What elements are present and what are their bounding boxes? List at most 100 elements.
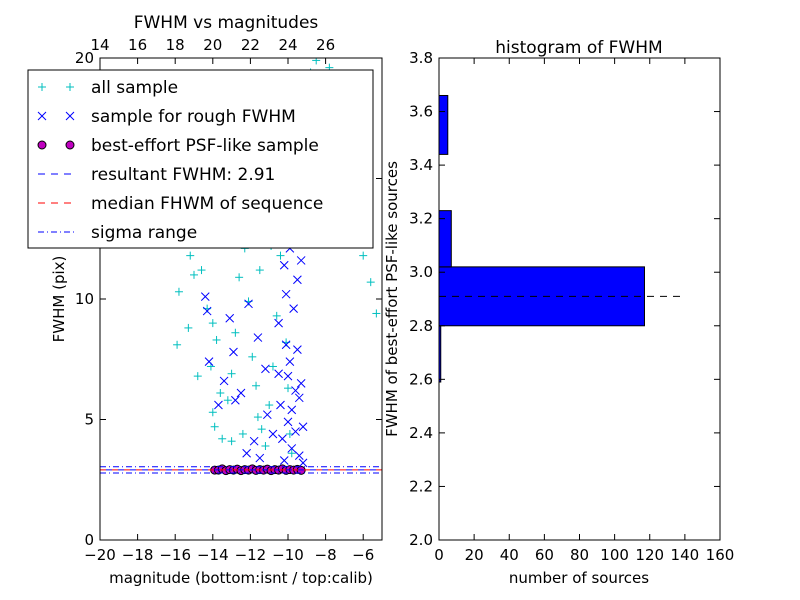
histogram-y-tick-label-2: 2.4 (409, 424, 433, 442)
legend-key-2-b-dot (65, 140, 75, 150)
series-1-point-12-d2 (262, 410, 272, 420)
series-1-point-23-d2 (281, 340, 291, 350)
series-0-point-17 (235, 273, 244, 282)
series-0-point-22 (253, 413, 262, 422)
histogram-x-tick-label-2: 40 (500, 546, 519, 564)
series-1-point-9-d2 (249, 436, 259, 446)
scatter-legend: all sample sample for rough FWHM best-ef… (27, 69, 374, 249)
histogram-x-tick-label-6: 120 (635, 546, 664, 564)
scatter-x-tick-label-1: −18 (122, 546, 154, 564)
series-0-point-27 (272, 311, 281, 320)
series-1-point-10 (255, 453, 265, 463)
series-1-point-24-d2 (283, 371, 293, 381)
legend-entry-best-sample: best-effort PSF-like sample (91, 136, 319, 156)
histogram-panel: histogram of FWHM 0 20 40 60 80 100 120 140 160 2… (383, 38, 734, 587)
scatter-x-tick-label-2: −16 (159, 546, 191, 564)
series-0-point-33 (287, 449, 296, 458)
histogram-bar-4 (438, 94, 449, 155)
series-0-point-56 (366, 278, 375, 287)
series-1-point-5-d2 (231, 395, 240, 405)
series-1-point-33 (291, 427, 300, 436)
series-0-point-8 (212, 335, 221, 344)
series-1-point-36 (294, 393, 304, 403)
series-0-point-2 (184, 323, 193, 332)
legend-key-2-b (65, 140, 75, 150)
series-1-point-31 (289, 304, 298, 313)
series-1-point-8-d2 (244, 299, 253, 309)
series-0-point-34 (227, 437, 236, 446)
scatter-title: FWHM vs magnitudes (134, 13, 319, 33)
histogram-y-tick-label-4: 2.8 (409, 317, 433, 335)
series-0-point-3 (193, 372, 202, 381)
legend-key-0-a (38, 83, 46, 91)
series-0-point-35 (238, 429, 247, 438)
series-1-point-16-d2 (274, 318, 283, 328)
series-1-point-29 (287, 444, 297, 453)
series-1-point-24 (283, 371, 293, 381)
series-1-point-40 (298, 422, 308, 432)
histogram-x-tick-label-3: 60 (535, 546, 554, 564)
series-1-point-32-d2 (291, 386, 300, 395)
series-1-point-5 (231, 395, 240, 405)
series-1-point-39 (296, 378, 306, 388)
series-1-point-17-d2 (274, 369, 283, 379)
series-0-point-13 (218, 434, 227, 443)
series-1-point-42-d2 (214, 400, 223, 410)
series-1-point-34 (293, 275, 302, 285)
scatter-y-tick-label-0: 0 (84, 531, 94, 549)
legend-key-0-b (66, 83, 74, 91)
histogram-x-tick-label-7: 140 (671, 546, 700, 564)
legend-box (27, 69, 374, 249)
series-0-point-7 (208, 319, 217, 328)
histogram-x-tick-label-0: 0 (434, 546, 444, 564)
series-1-point-20 (279, 260, 289, 270)
series-0-point-23 (257, 425, 266, 434)
series-1-point-37-d2 (294, 451, 304, 461)
histogram-y-tick-label-3: 2.6 (409, 370, 433, 388)
series-0-point-36 (190, 270, 198, 279)
series-1-point-25-d2 (283, 417, 293, 427)
series-1-point-18-d2 (276, 400, 285, 410)
scatter-y-tick-label-4: 20 (75, 49, 94, 67)
scatter-top-tick-label-5: 24 (278, 36, 297, 54)
series-1-point-23 (281, 340, 291, 350)
series-1-point-29-d2 (287, 444, 297, 453)
histogram-x-tick-label-5: 100 (600, 546, 629, 564)
series-1-point-32 (291, 386, 300, 395)
legend-entry-rough-sample: sample for rough FWHM (91, 107, 296, 127)
scatter-x-tick-label-4: −12 (235, 546, 267, 564)
scatter-top-tick-label-0: 14 (90, 36, 109, 54)
series-1-point-1 (202, 306, 212, 316)
series-1-point-1-d2 (202, 306, 212, 316)
series-1-point-40-d2 (298, 422, 308, 432)
series-1-point-7-d2 (242, 448, 251, 458)
series-1-point-44 (253, 333, 263, 342)
series-1-point-16 (274, 318, 283, 328)
series-1-point-17 (274, 369, 283, 379)
scatter-x-tick-label-7: −6 (352, 546, 374, 564)
series-0-point-14 (223, 396, 232, 405)
histogram-x-tick-label-4: 80 (570, 546, 589, 564)
series-1-point-43-d2 (229, 347, 238, 357)
series-0-point-11 (208, 408, 217, 417)
series-0-point-1 (173, 340, 182, 349)
series-1-point-2-d2 (204, 357, 214, 367)
series-1-point-3-d2 (219, 376, 229, 386)
series-0-point-20 (248, 352, 257, 361)
histogram-y-tick-label-6: 3.2 (409, 210, 433, 228)
histogram-y-tick-label-9: 3.8 (409, 49, 433, 67)
scatter-x-axis-label: magnitude (bottom:isnt / top:calib) (109, 569, 373, 587)
scatter-top-tick-label-1: 16 (128, 36, 147, 54)
histogram-x-axis-label: number of sources (509, 569, 649, 587)
series-1-point-41 (298, 458, 308, 468)
series-1-point-13-d2 (268, 429, 278, 439)
scatter-x-tick-label-0: −20 (84, 546, 116, 564)
series-1-point-4-d2 (225, 313, 235, 323)
series-1-point-38-d2 (296, 256, 306, 265)
series-0-point-57 (372, 309, 381, 318)
legend-key-2-a (37, 140, 47, 150)
scatter-x-tick-label-5: −10 (272, 546, 304, 564)
scatter-y-tick-label-1: 5 (84, 411, 94, 429)
series-1-point-8 (244, 299, 253, 309)
series-1-point-6-d2 (236, 388, 246, 398)
